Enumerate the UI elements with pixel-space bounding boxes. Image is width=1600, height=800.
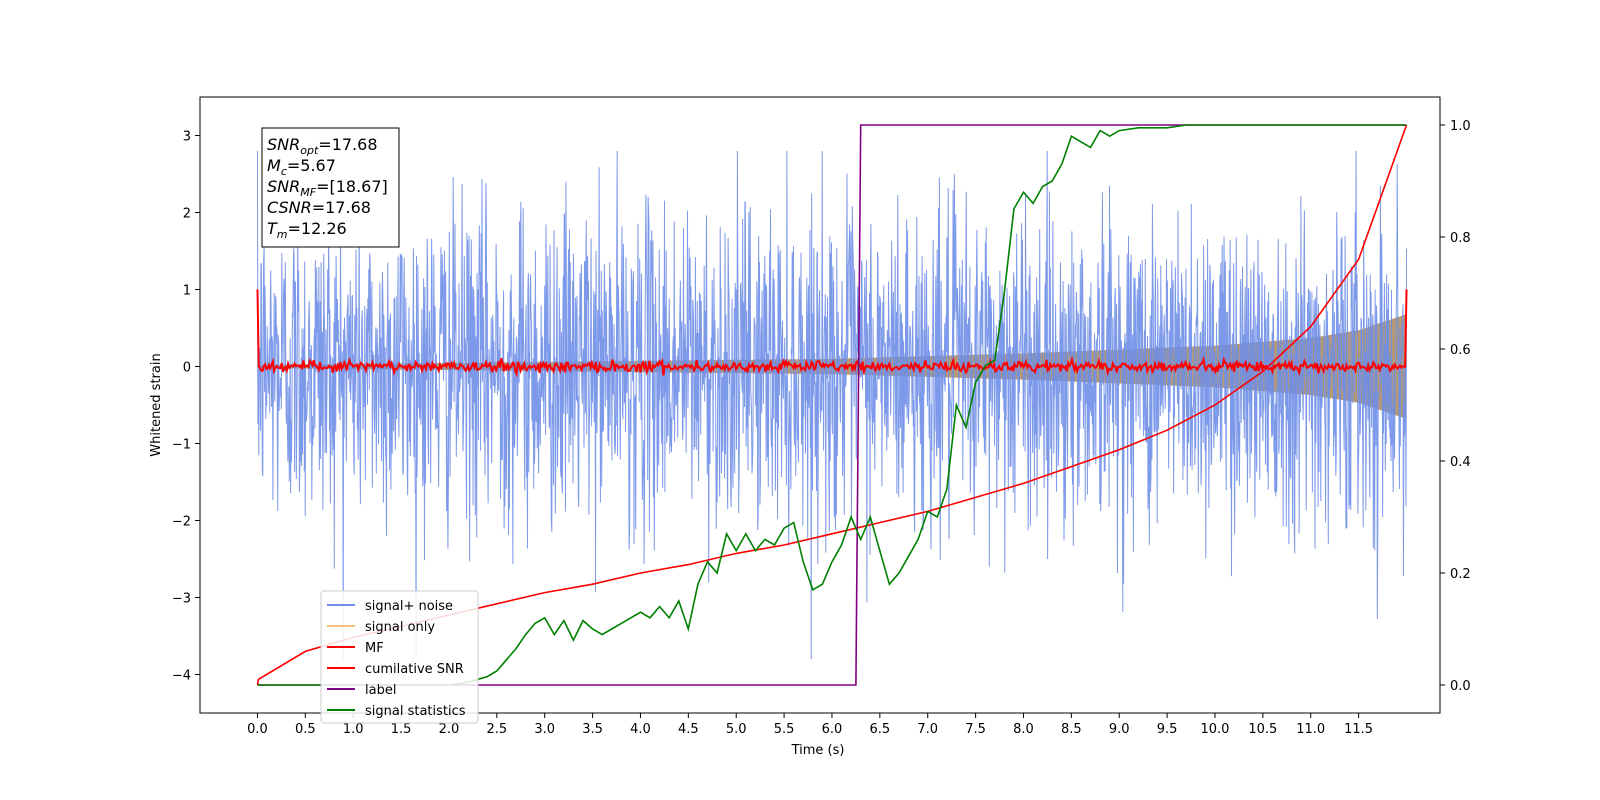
y2-tick-label: 0.8 [1450, 231, 1471, 246]
x-tick-label: 8.5 [1061, 722, 1082, 737]
series-label [257, 124, 1407, 686]
y-tick-label: 0 [183, 361, 191, 376]
x-tick-label: 1.5 [391, 722, 412, 737]
annotation-frame [261, 127, 400, 248]
y-tick-label: −2 [172, 515, 191, 530]
x-axis-label: Time (s) [791, 743, 845, 758]
y-axis-left: 3 2 1 0 −1 −2 −3 −4 [172, 130, 200, 684]
legend-entry: label [365, 683, 396, 698]
x-tick-label: 3.5 [582, 722, 603, 737]
legend: signal+ noise signal only MF cumilative SNR… [320, 590, 479, 724]
annotation-line: SNRMF=[18.67] [267, 177, 388, 199]
x-tick-label: 2.0 [439, 722, 460, 737]
y2-tick-label: 0.0 [1450, 679, 1471, 694]
legend-entry: cumilative SNR [365, 662, 464, 677]
x-tick-label: 8.0 [1013, 722, 1034, 737]
x-tick-label: 4.0 [630, 722, 651, 737]
x-tick-label: 1.0 [343, 722, 364, 737]
series-mf [256, 289, 1408, 378]
annotation-line: Mc=5.67 [267, 156, 336, 178]
x-tick-label: 7.5 [965, 722, 986, 737]
x-tick-label: 7.0 [917, 722, 938, 737]
x-tick-label: 11.0 [1296, 722, 1325, 737]
x-tick-label: 0.0 [247, 722, 268, 737]
x-tick-label: 2.5 [486, 722, 507, 737]
series-signal-plus-noise [257, 150, 1407, 660]
y-tick-label: −3 [172, 592, 191, 607]
x-tick-label: 6.5 [870, 722, 891, 737]
y-axis-right: 1.0 0.8 0.6 0.4 0.2 0.0 [1440, 119, 1471, 694]
y-tick-label: 1 [183, 284, 191, 299]
x-tick-label: 0.5 [295, 722, 316, 737]
x-tick-label: 11.5 [1344, 722, 1373, 737]
annotation-line: SNRopt=17.68 [267, 135, 378, 157]
y-axis-label: Whitened strain [149, 353, 164, 456]
y-tick-label: −4 [172, 669, 191, 684]
legend-entry: signal statistics [365, 704, 466, 719]
annotation-box: SNRopt=17.68Mc=5.67SNRMF=[18.67]CSNR=17.… [261, 127, 400, 248]
x-tick-label: 10.5 [1248, 722, 1277, 737]
x-tick-label: 6.0 [822, 722, 843, 737]
annotation-line: CSNR=17.68 [267, 198, 371, 217]
x-tick-label: 5.5 [774, 722, 795, 737]
y-tick-label: 3 [183, 130, 191, 145]
y2-tick-label: 1.0 [1450, 119, 1471, 134]
y2-tick-label: 0.6 [1450, 343, 1471, 358]
legend-frame [320, 590, 479, 724]
y2-tick-label: 0.2 [1450, 567, 1471, 582]
plot-frame [199, 96, 1441, 714]
legend-entry: signal only [365, 620, 435, 635]
x-axis: 0.0 0.5 1.0 1.5 2.0 2.5 3.0 3.5 4.0 4.5 5.0 5.5 6.0 6… [247, 713, 1373, 737]
x-tick-label: 10.0 [1201, 722, 1230, 737]
y-tick-label: −1 [172, 438, 191, 453]
y2-tick-label: 0.4 [1450, 455, 1471, 470]
x-tick-label: 4.5 [678, 722, 699, 737]
legend-entry: MF [365, 641, 384, 656]
legend-entry: signal+ noise [365, 599, 453, 614]
x-tick-label: 9.0 [1109, 722, 1130, 737]
series-signal-statistics [257, 124, 1407, 686]
annotation-line: Tm=12.26 [267, 219, 347, 241]
x-tick-label: 9.5 [1157, 722, 1178, 737]
x-tick-label: 3.0 [534, 722, 555, 737]
x-tick-label: 5.0 [726, 722, 747, 737]
y-tick-label: 2 [183, 207, 191, 222]
